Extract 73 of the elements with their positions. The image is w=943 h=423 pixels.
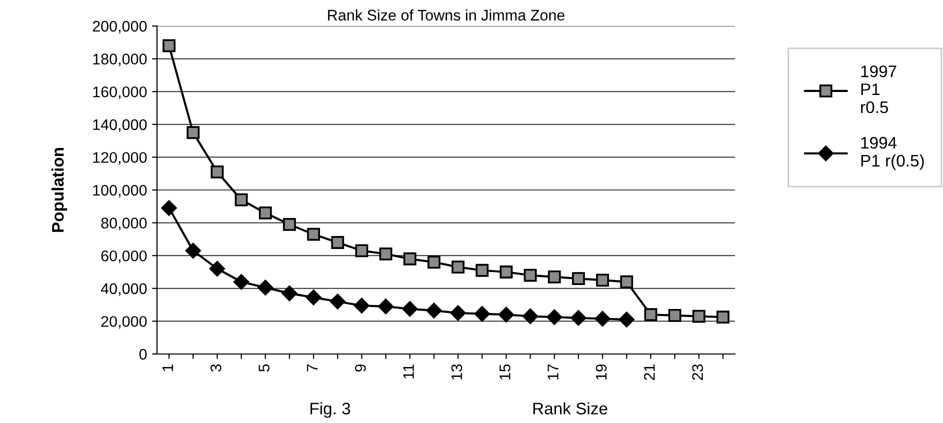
point bbox=[209, 260, 225, 276]
point bbox=[307, 228, 320, 241]
point bbox=[161, 200, 177, 216]
y-tick-label: 60,000 bbox=[101, 250, 147, 264]
point bbox=[283, 218, 296, 231]
point bbox=[354, 298, 370, 314]
point bbox=[186, 126, 200, 140]
x-tick-label: 5 bbox=[258, 364, 270, 372]
point bbox=[258, 206, 272, 220]
point bbox=[306, 290, 322, 306]
y-tick-label: 40,000 bbox=[100, 283, 147, 296]
y-tick-label: 140,000 bbox=[93, 119, 147, 132]
point bbox=[500, 266, 513, 278]
y-tick-label: 200,000 bbox=[92, 20, 147, 34]
x-tick-label: 23 bbox=[692, 364, 703, 380]
x-tick-label: 1 bbox=[162, 364, 173, 372]
y-tick-label: 0 bbox=[139, 348, 147, 360]
point bbox=[668, 309, 682, 322]
point bbox=[428, 256, 440, 269]
point bbox=[618, 312, 634, 328]
x-tick-label: 13 bbox=[451, 364, 462, 380]
x-tick-label: 17 bbox=[548, 364, 558, 380]
point bbox=[282, 286, 298, 302]
point bbox=[426, 302, 442, 318]
y-tick-label: 100,000 bbox=[93, 184, 147, 198]
point bbox=[596, 274, 609, 287]
point bbox=[476, 264, 489, 277]
legend-label: 1994 P1 r(0.5) bbox=[861, 136, 924, 170]
legend-label: 1997 P1 r0.5 bbox=[861, 65, 896, 114]
x-tick-label: 21 bbox=[644, 364, 655, 380]
point bbox=[185, 242, 201, 258]
y-tick-label: 120,000 bbox=[93, 152, 147, 165]
point bbox=[234, 274, 250, 290]
caption: Fig. 3 bbox=[310, 402, 350, 418]
x-tick-label: 3 bbox=[210, 364, 222, 372]
point bbox=[403, 252, 416, 266]
y-axis-title: Population bbox=[52, 148, 68, 232]
point bbox=[162, 39, 176, 52]
y-tick-label: 160,000 bbox=[93, 86, 147, 100]
point bbox=[570, 310, 586, 326]
y-tick-label: 180,000 bbox=[93, 54, 147, 66]
point bbox=[524, 268, 537, 282]
point bbox=[210, 166, 224, 178]
chart-title: Rank Size of Towns in Jimma Zone bbox=[328, 9, 564, 21]
point bbox=[546, 309, 562, 325]
y-tick-label: 20,000 bbox=[101, 316, 147, 329]
point bbox=[379, 248, 392, 260]
x-tick-label: 7 bbox=[306, 364, 318, 372]
x-tick-label: 9 bbox=[354, 364, 366, 372]
point bbox=[258, 280, 274, 296]
x-tick-label: 19 bbox=[596, 364, 607, 380]
point bbox=[644, 308, 658, 322]
point bbox=[331, 236, 344, 249]
point bbox=[450, 305, 466, 321]
point bbox=[498, 306, 514, 322]
point bbox=[355, 244, 368, 258]
x-axis-title: Rank Size bbox=[533, 402, 608, 414]
point bbox=[594, 310, 610, 327]
point bbox=[330, 294, 346, 310]
y-tick-label: 80,000 bbox=[101, 218, 147, 230]
point bbox=[692, 310, 706, 323]
point bbox=[234, 193, 248, 206]
point bbox=[716, 310, 730, 324]
x-tick-label: 11 bbox=[403, 364, 414, 378]
point bbox=[522, 308, 538, 324]
point bbox=[620, 275, 634, 288]
point bbox=[402, 301, 418, 317]
point bbox=[548, 270, 561, 284]
point bbox=[452, 260, 464, 274]
point bbox=[378, 298, 394, 314]
x-tick-label: 15 bbox=[500, 364, 510, 380]
point bbox=[572, 272, 585, 286]
point bbox=[474, 306, 490, 322]
